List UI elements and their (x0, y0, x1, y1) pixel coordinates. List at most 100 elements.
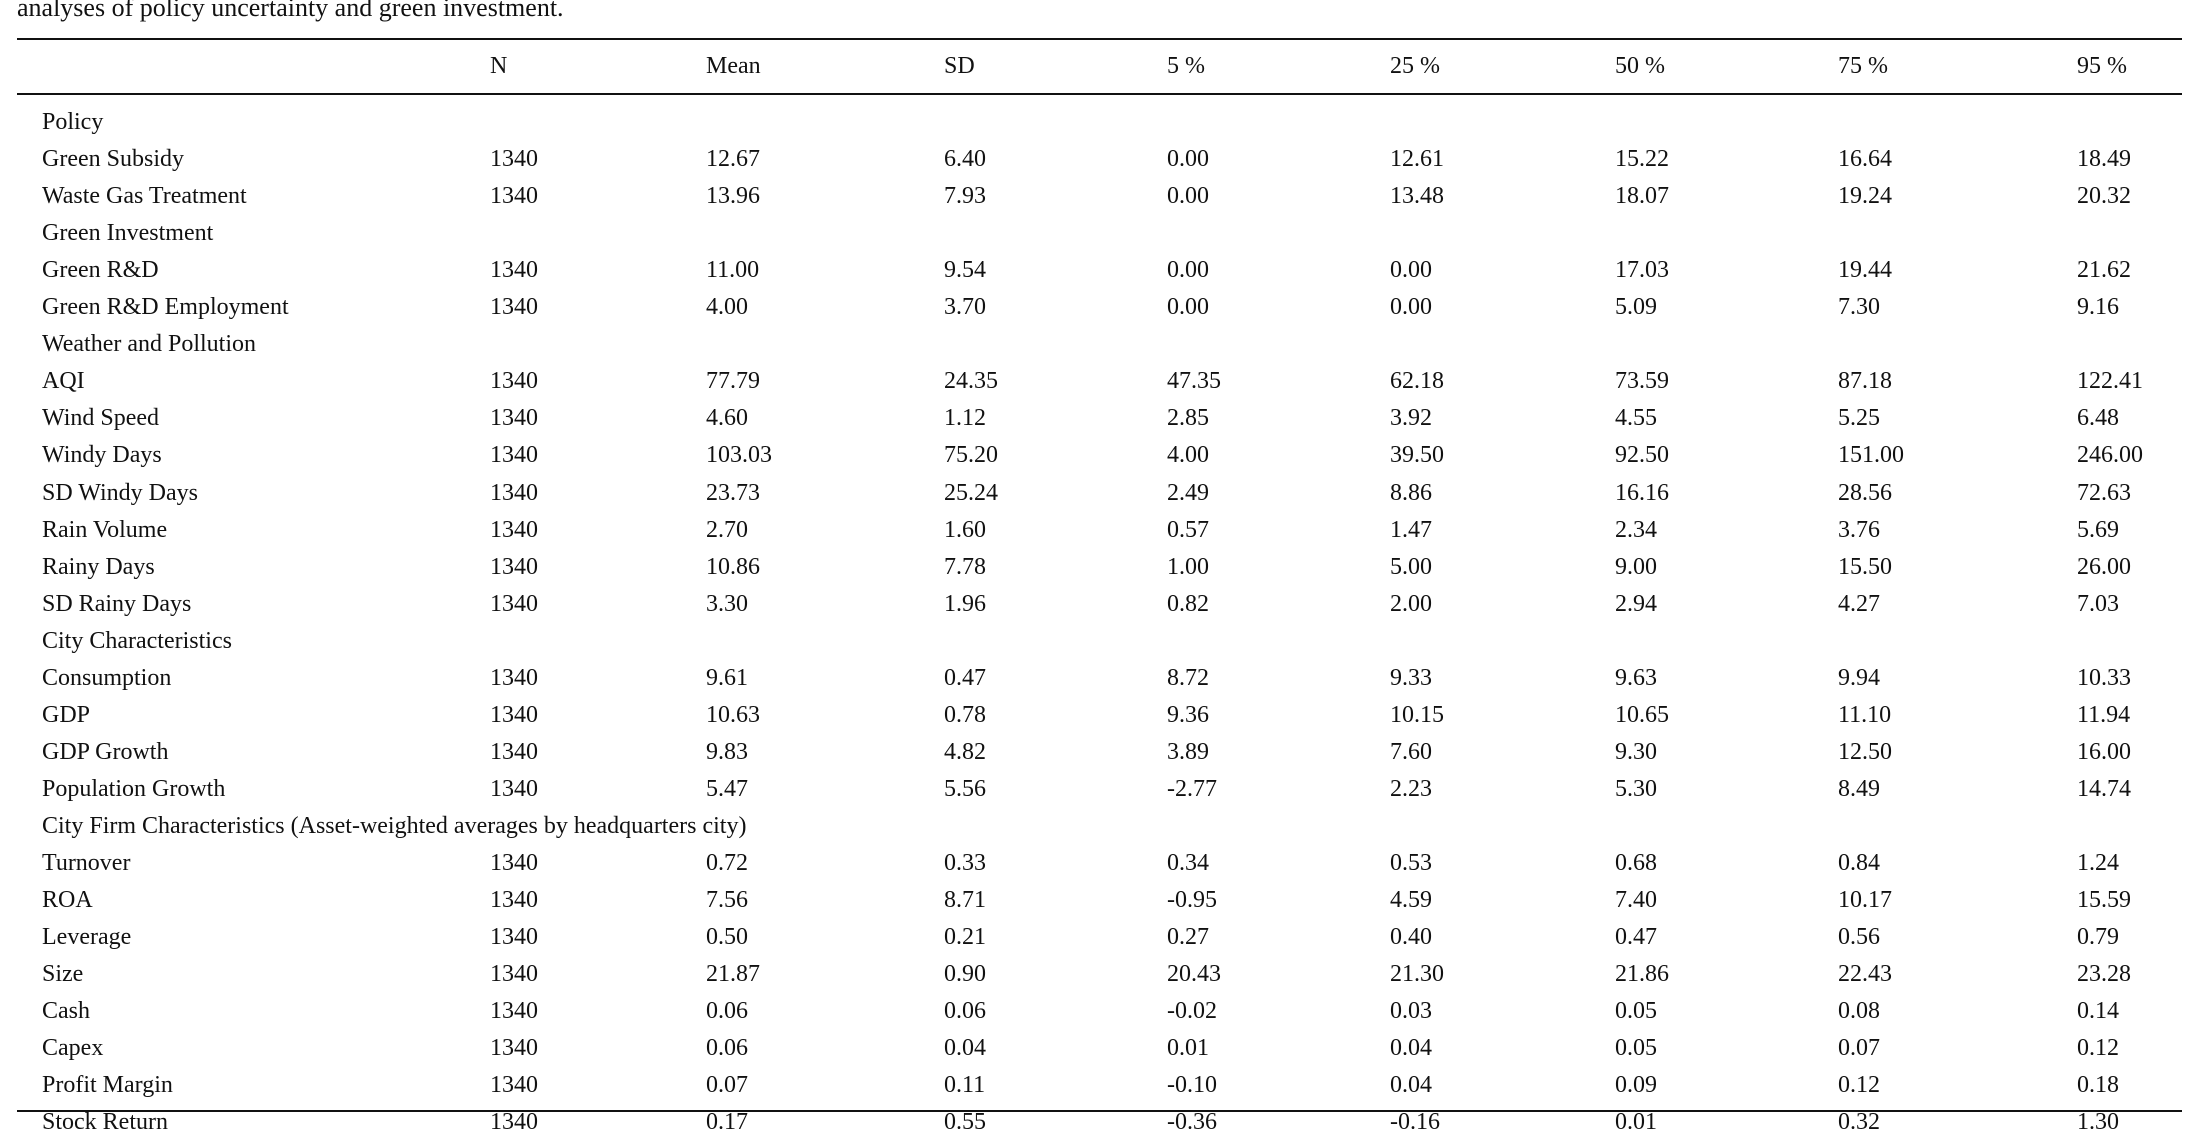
row-label: SD Windy Days (42, 479, 198, 506)
cell-value: -0.95 (1167, 887, 1217, 914)
cell-value: 7.60 (1390, 738, 1432, 765)
cell-value: 72.63 (2077, 479, 2131, 506)
cell-value: 7.40 (1615, 887, 1657, 914)
cell-value: 7.03 (2077, 590, 2119, 617)
cell-value: 0.27 (1167, 924, 1209, 951)
row-label: Waste Gas Treatment (42, 183, 247, 210)
cell-value: 1.12 (944, 405, 986, 432)
cell-value: 75.20 (944, 442, 998, 469)
cell-value: 0.32 (1838, 1109, 1880, 1136)
cell-value: 0.47 (1615, 924, 1657, 951)
cell-value: 0.21 (944, 924, 986, 951)
cell-value: 2.70 (706, 516, 748, 543)
cell-value: 4.00 (706, 294, 748, 321)
cell-value: -2.77 (1167, 775, 1217, 802)
cell-value: 1.60 (944, 516, 986, 543)
cell-value: 0.00 (1167, 257, 1209, 284)
cell-value: 0.14 (2077, 998, 2119, 1025)
cell-value: 11.10 (1838, 701, 1892, 728)
cell-value: 3.76 (1838, 516, 1880, 543)
cell-value: 12.67 (706, 146, 760, 173)
cell-value: 246.00 (2077, 442, 2143, 469)
cell-value: 3.30 (706, 590, 748, 617)
cell-value: 13.48 (1390, 183, 1444, 210)
cell-value: -0.10 (1167, 1072, 1217, 1099)
cell-value: 9.16 (2077, 294, 2119, 321)
cell-value: 1340 (490, 294, 538, 321)
cell-value: 2.94 (1615, 590, 1657, 617)
cell-value: 12.61 (1390, 146, 1444, 173)
row-label: Consumption (42, 664, 172, 691)
cell-value: 23.73 (706, 479, 760, 506)
cell-value: 1340 (490, 516, 538, 543)
cell-value: 21.62 (2077, 257, 2131, 284)
cell-value: 15.50 (1838, 553, 1892, 580)
cell-value: 10.33 (2077, 664, 2131, 691)
cell-value: 0.12 (1838, 1072, 1880, 1099)
cell-value: 3.70 (944, 294, 986, 321)
cell-value: 0.84 (1838, 850, 1880, 876)
row-label: GDP Growth (42, 738, 169, 765)
cell-value: 14.74 (2077, 775, 2131, 802)
cell-value: 20.32 (2077, 183, 2131, 210)
column-header: Mean (706, 53, 761, 79)
cell-value: 21.87 (706, 961, 760, 988)
cell-value: 9.54 (944, 257, 986, 284)
row-label: AQI (42, 368, 85, 395)
cell-value: 0.09 (1615, 1072, 1657, 1099)
cell-value: 1340 (490, 664, 538, 691)
group-label: City Firm Characteristics (Asset-weighte… (42, 812, 747, 839)
cell-value: 0.00 (1390, 294, 1432, 321)
cell-value: 19.44 (1838, 257, 1892, 284)
column-header: 95 % (2077, 53, 2127, 79)
cell-value: 5.56 (944, 775, 986, 802)
cell-value: 0.01 (1615, 1109, 1657, 1136)
cell-value: 0.72 (706, 850, 748, 876)
cell-value: 0.01 (1167, 1035, 1209, 1062)
cell-value: 2.85 (1167, 405, 1209, 432)
cell-value: 0.06 (706, 998, 748, 1025)
cell-value: 6.48 (2077, 405, 2119, 432)
cell-value: -0.16 (1390, 1109, 1440, 1136)
cell-value: 0.04 (1390, 1072, 1432, 1099)
group-label: Weather and Pollution (42, 331, 257, 358)
cell-value: 1340 (490, 1109, 538, 1136)
cell-value: 4.00 (1167, 442, 1209, 469)
cell-value: 0.56 (1838, 924, 1880, 951)
cell-value: 2.34 (1615, 516, 1657, 543)
cell-value: 73.59 (1615, 368, 1669, 395)
row-label: Rain Volume (42, 516, 168, 543)
group-label: City Characteristics (42, 627, 232, 654)
row-label: Green Subsidy (42, 146, 184, 173)
cell-value: 1340 (490, 405, 538, 432)
cell-value: 13.96 (706, 183, 760, 210)
cell-value: 2.00 (1390, 590, 1432, 617)
cell-value: -0.02 (1167, 998, 1217, 1025)
cell-value: 1340 (490, 924, 538, 951)
cell-value: 1340 (490, 850, 538, 876)
cell-value: 0.53 (1390, 850, 1432, 876)
cell-value: 4.27 (1838, 590, 1880, 617)
cell-value: 5.47 (706, 775, 748, 802)
cell-value: 8.49 (1838, 775, 1880, 802)
column-header: 5 % (1167, 53, 1205, 79)
cell-value: 47.35 (1167, 368, 1221, 395)
cell-value: 11.00 (706, 257, 760, 284)
cell-value: 103.03 (706, 442, 772, 469)
cell-value: 1340 (490, 442, 538, 469)
row-label: Leverage (42, 924, 132, 951)
cell-value: 17.03 (1615, 257, 1669, 284)
group-label: Policy (42, 109, 104, 135)
cell-value: 0.12 (2077, 1035, 2119, 1062)
cell-value: 122.41 (2077, 368, 2143, 395)
cell-value: 0.47 (944, 664, 986, 691)
cell-value: 1340 (490, 146, 538, 173)
row-label: Profit Margin (42, 1072, 173, 1099)
cell-value: 0.18 (2077, 1072, 2119, 1099)
cell-value: 1340 (490, 887, 538, 914)
cell-value: 0.78 (944, 701, 986, 728)
cell-value: 0.05 (1615, 1035, 1657, 1062)
row-label: Wind Speed (42, 405, 160, 432)
cell-value: 8.86 (1390, 479, 1432, 506)
cell-value: 1.96 (944, 590, 986, 617)
